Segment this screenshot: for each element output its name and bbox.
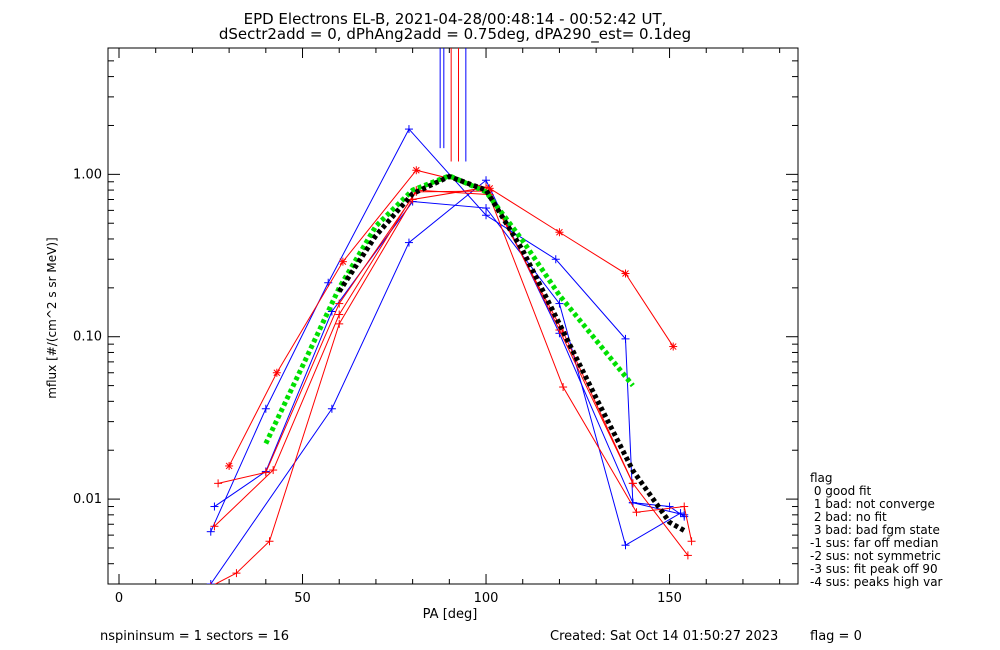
chart-title-line2: dSectr2add = 0, dPhAng2add = 0.75deg, dP…: [219, 25, 691, 44]
y-tick-label: 0.10: [73, 330, 102, 345]
y-axis-label: mflux [#/(cm^2 s sr MeV)]: [45, 237, 59, 398]
x-tick-label: 150: [657, 591, 682, 606]
data-point-d2: [273, 369, 281, 377]
data-point: [482, 211, 491, 220]
data-point-d2: [412, 166, 420, 174]
data-point: [551, 255, 560, 264]
data-point: [555, 299, 564, 308]
data-point: [676, 509, 685, 518]
flag-legend: flag 0 good fit 1 bad: not converge 2 ba…: [810, 471, 943, 589]
data-point-d2: [225, 462, 233, 470]
fit-curve-8: [337, 173, 686, 533]
data-point: [632, 508, 641, 517]
data-point: [335, 319, 344, 328]
data-point: [482, 176, 491, 185]
y-tick-label: 1.00: [73, 167, 102, 182]
data-point: [265, 537, 274, 546]
data-point: [225, 461, 234, 470]
data-point: [680, 510, 689, 519]
data-point: [210, 582, 212, 584]
plot-frame: [107, 47, 799, 585]
legend-entry: -4 sus: peaks high var: [810, 575, 943, 589]
legend-entry: 0 good fit: [810, 484, 872, 498]
data-point: [621, 334, 630, 343]
data-point: [683, 551, 692, 560]
data-point: [261, 404, 270, 413]
data-point: [210, 502, 219, 511]
data-point: [669, 342, 678, 351]
footer-flag: flag = 0: [810, 629, 862, 644]
series-line-1: [210, 128, 685, 532]
data-point: [272, 368, 281, 377]
legend-entry: -1 sus: far off median: [810, 536, 938, 550]
chart-title-line1: EPD Electrons EL-B, 2021-04-28/00:48:14 …: [244, 10, 667, 28]
legend-title: flag: [810, 471, 833, 485]
data-point: [210, 522, 219, 531]
series-line-4: [214, 189, 689, 556]
series-layer: [206, 48, 696, 584]
data-point: [482, 204, 491, 213]
data-point: [206, 527, 215, 536]
data-point: [269, 466, 278, 475]
legend-entry: 1 bad: not converge: [810, 497, 935, 511]
data-point: [404, 238, 413, 247]
axes: 0 50 100 150 0.01 0.10 1.00: [73, 47, 799, 606]
series-line-3: [214, 186, 693, 584]
legend-entry: 2 bad: no fit: [810, 510, 887, 524]
data-point-d2: [556, 228, 563, 236]
data-point: [621, 541, 630, 550]
x-tick-label: 0: [115, 591, 123, 606]
fit-curve-7: [263, 173, 635, 445]
data-point: [335, 310, 344, 319]
legend-entry: 3 bad: bad fgm state: [810, 523, 940, 537]
data-point: [680, 502, 689, 511]
data-point: [628, 479, 637, 488]
data-point: [214, 479, 223, 488]
x-tick-label: 50: [294, 591, 311, 606]
data-point: [206, 580, 215, 584]
series-line-2: [214, 201, 681, 546]
data-point: [621, 269, 630, 278]
data-point: [404, 125, 413, 134]
series-line-0: [210, 179, 685, 584]
data-point: [687, 537, 696, 546]
series-clip-group: [206, 48, 696, 584]
y-tick-label: 0.01: [73, 492, 102, 507]
data-point: [412, 166, 421, 175]
data-point-d2: [669, 343, 677, 350]
data-point: [665, 502, 674, 511]
x-axis-label: PA [deg]: [423, 607, 478, 622]
legend-entry: -3 sus: fit peak off 90: [810, 562, 938, 576]
data-point-d2: [339, 258, 347, 265]
legend-entry: -2 sus: not symmetric: [810, 549, 941, 563]
footer-left: nspininsum = 1 sectors = 16: [100, 629, 289, 644]
data-point: [559, 383, 568, 392]
x-tick-label: 100: [474, 591, 499, 606]
data-point: [338, 257, 347, 266]
data-point: [261, 468, 270, 477]
data-point: [327, 404, 336, 413]
footer-created: Created: Sat Oct 14 01:50:27 2023: [550, 629, 778, 644]
data-point: [335, 299, 344, 308]
data-point: [555, 228, 564, 237]
series-line-5: [217, 190, 634, 484]
data-point: [232, 569, 241, 578]
data-point-d2: [622, 270, 629, 277]
